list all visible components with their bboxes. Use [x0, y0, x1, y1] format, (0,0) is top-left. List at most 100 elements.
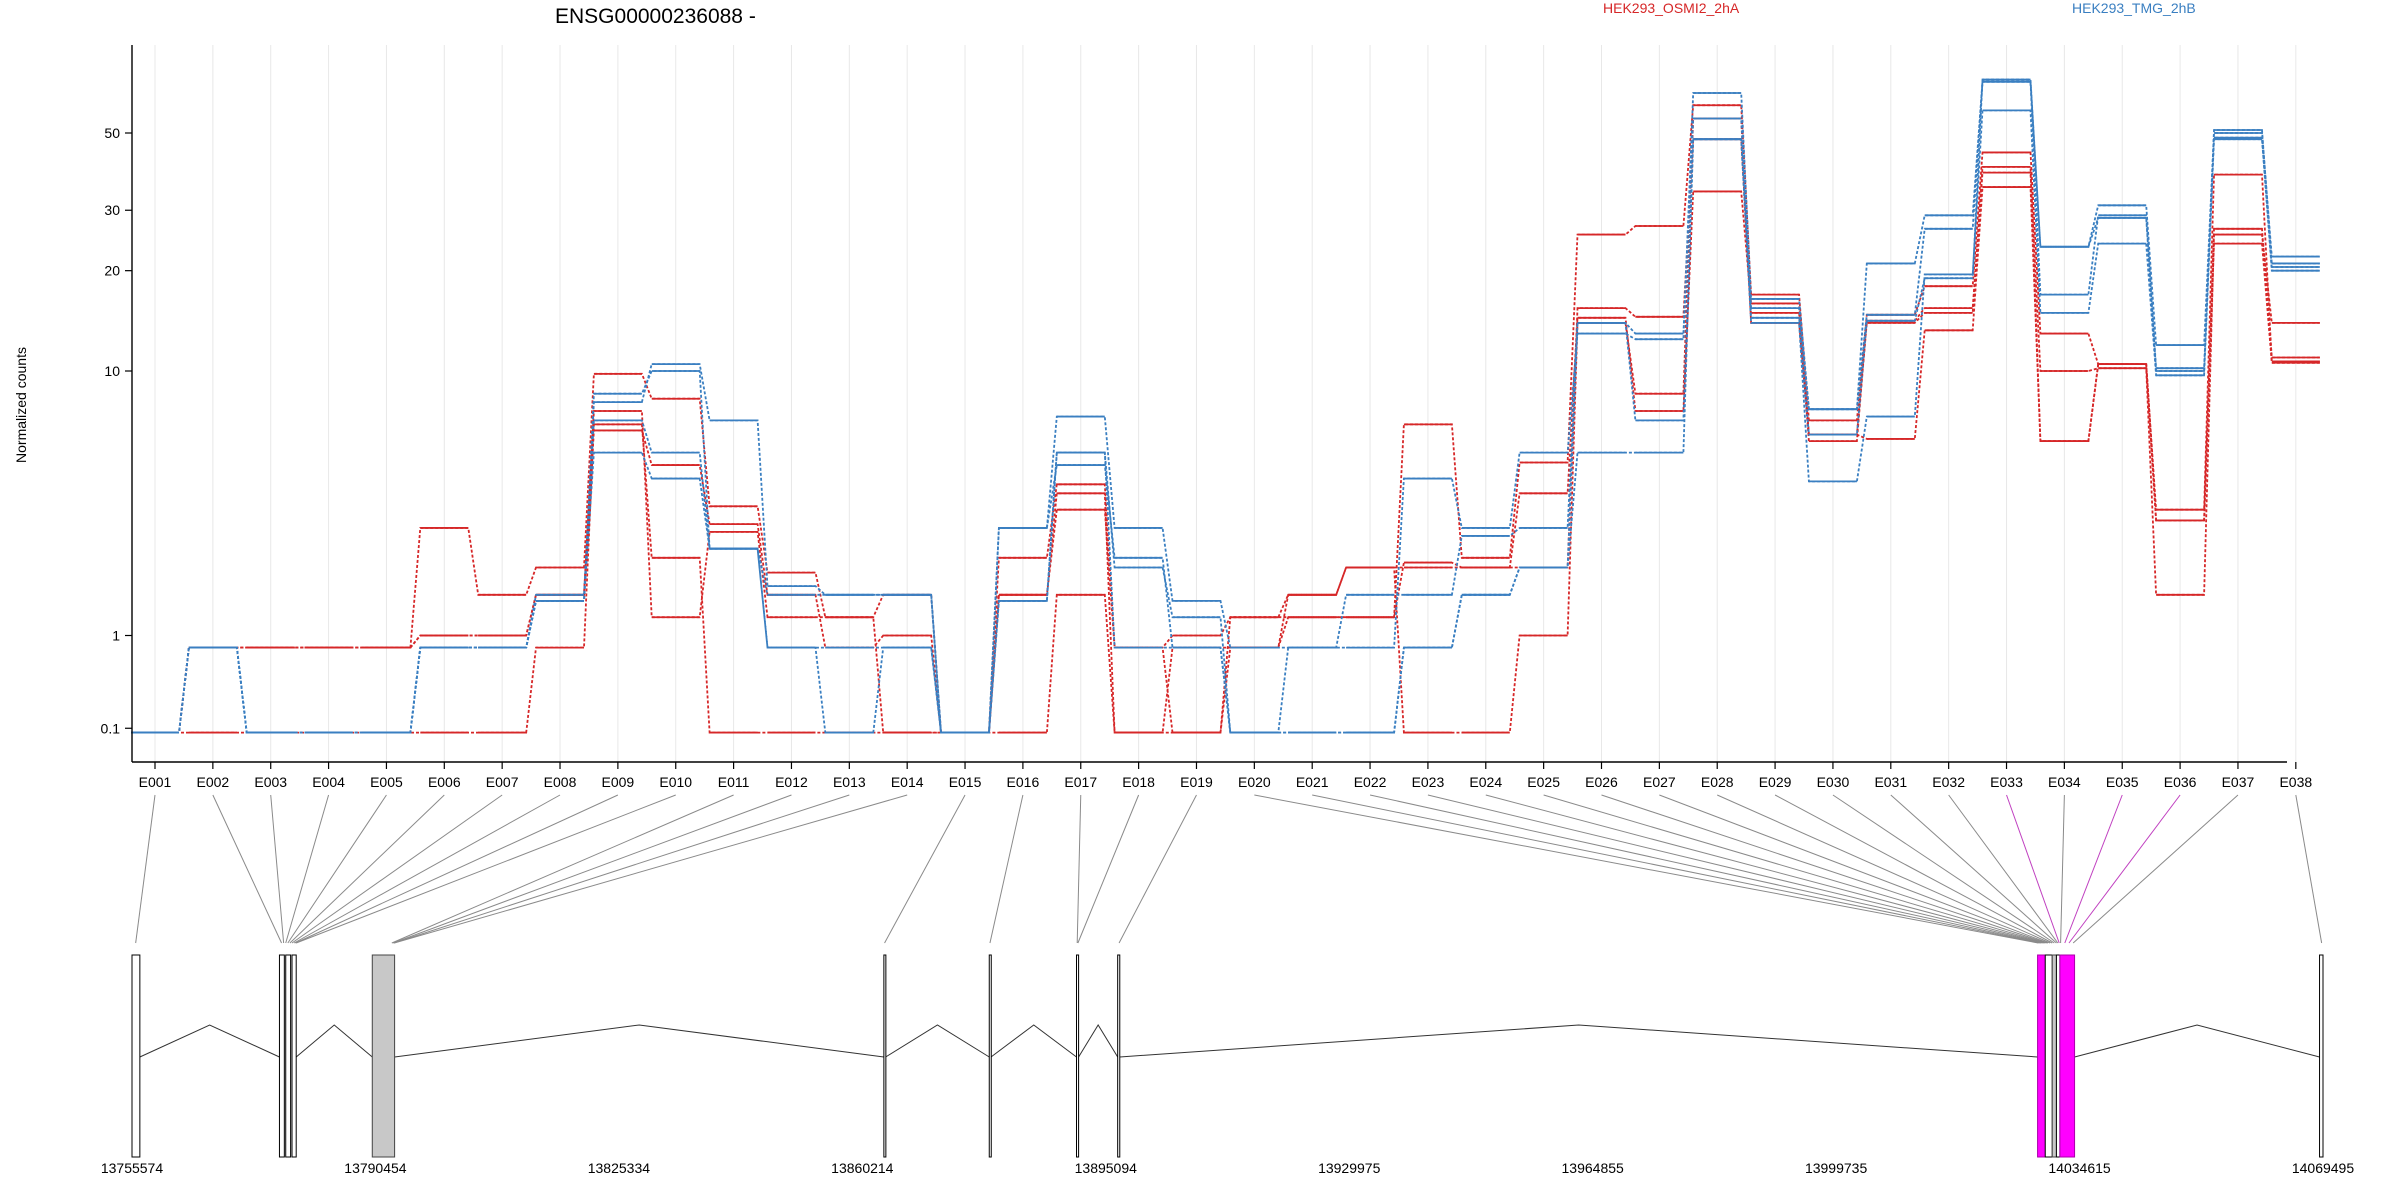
exon-block-10	[2037, 954, 2046, 1158]
x-tick-label-E021: E021	[1296, 774, 1329, 790]
x-tick-label-E003: E003	[254, 774, 287, 790]
connector-E014	[394, 794, 908, 944]
x-tick-label-E008: E008	[544, 774, 577, 790]
exon-block-15	[2319, 954, 2324, 1158]
connector-E034	[2060, 794, 2065, 944]
genome-tick-label: 14034615	[2048, 1160, 2111, 1176]
connector-E035	[2064, 794, 2123, 944]
x-tick-label-E006: E006	[428, 774, 461, 790]
x-tick-label-E022: E022	[1354, 774, 1387, 790]
x-tick-label-E011: E011	[718, 774, 750, 790]
x-tick-label-E004: E004	[312, 774, 345, 790]
y-tick-label: 10	[104, 363, 120, 379]
series-lines	[131, 78, 2320, 734]
exon-block-8	[1076, 954, 1080, 1158]
connector-E032	[1948, 794, 2059, 944]
series-line-osmi-2	[131, 117, 2320, 734]
x-tick-label-E010: E010	[659, 774, 692, 790]
exon-block-7	[988, 954, 992, 1158]
x-tick-label-E012: E012	[775, 774, 808, 790]
connector-E037	[2072, 794, 2239, 944]
exon-block-2	[278, 954, 285, 1158]
intron-2	[295, 1024, 373, 1058]
x-tick-label-E016: E016	[1007, 774, 1040, 790]
exon-block-13	[2055, 954, 2061, 1158]
genome-tick-label: 13825334	[588, 1160, 651, 1176]
x-tick-label-E007: E007	[486, 774, 519, 790]
x-tick-label-E031: E031	[1874, 774, 1907, 790]
connector-E025	[1543, 794, 2046, 944]
x-tick-label-E014: E014	[891, 774, 924, 790]
x-axis: E001 E002 E003 E004 E005 E006 E007 E008 E009 E010…	[132, 761, 2312, 790]
series-line-tmg-6	[131, 109, 2320, 734]
x-tick-label-E033: E033	[1990, 774, 2023, 790]
intron-4	[885, 1024, 990, 1058]
x-tick-label-E027: E027	[1643, 774, 1676, 790]
connector-E004	[285, 794, 330, 944]
connector-E018	[1077, 794, 1140, 944]
y-tick-label: 0.1	[101, 720, 121, 736]
connector-E033	[2006, 794, 2060, 944]
connector-E019	[1118, 794, 1197, 944]
exon-block-9	[1117, 954, 1121, 1158]
legend-entry-tmg: HEK293_TMG_2hB	[2072, 0, 2196, 16]
connector-E015	[884, 794, 966, 944]
connector-E028	[1717, 794, 2051, 944]
x-tick-label-E030: E030	[1817, 774, 1850, 790]
exon-block-3	[285, 954, 292, 1158]
y-axis: 0.1 1 10 20 30 50	[101, 45, 133, 762]
x-tick-label-E013: E013	[833, 774, 866, 790]
connector-E005	[287, 794, 387, 944]
y-tick-label: 20	[104, 263, 120, 279]
genome-tick-label: 13755574	[101, 1160, 164, 1176]
x-tick-label-E017: E017	[1064, 774, 1097, 790]
connector-E031	[1890, 794, 2057, 944]
x-tick-label-E037: E037	[2222, 774, 2255, 790]
connector-E030	[1832, 794, 2055, 944]
x-tick-label-E009: E009	[602, 774, 635, 790]
exon-block-14	[2059, 954, 2076, 1158]
x-tick-label-E028: E028	[1701, 774, 1734, 790]
connector-E012	[393, 794, 792, 944]
connector-E038	[2295, 794, 2323, 944]
exon-block-1	[131, 954, 141, 1158]
series-line-osmi-1	[131, 138, 2320, 734]
y-tick-label: 1	[112, 628, 120, 644]
genome-tick-label: 13999735	[1805, 1160, 1868, 1176]
connector-E007	[291, 794, 503, 944]
connector-E008	[293, 794, 561, 944]
x-tick-label-E001: E001	[139, 774, 172, 790]
connector-E009	[295, 794, 619, 944]
y-axis-label: Normalized counts	[13, 347, 29, 463]
vertical-grid	[154, 45, 2297, 762]
connector-E013	[393, 794, 850, 944]
connector-E020	[1254, 794, 2039, 944]
x-tick-label-E024: E024	[1469, 774, 1502, 790]
intron-5	[990, 1024, 1077, 1058]
x-tick-label-E018: E018	[1122, 774, 1155, 790]
x-tick-label-E038: E038	[2279, 774, 2312, 790]
connector-E027	[1659, 794, 2049, 944]
connector-E036	[2068, 794, 2181, 944]
exon-connectors	[135, 794, 2323, 944]
x-tick-label-E015: E015	[949, 774, 982, 790]
connector-E006	[289, 794, 445, 944]
intron-8	[2074, 1024, 2320, 1058]
genome-tick-label: 13860214	[831, 1160, 894, 1176]
connector-E010	[296, 794, 676, 944]
connector-E026	[1601, 794, 2047, 944]
x-tick-label-E029: E029	[1759, 774, 1792, 790]
intron-3	[394, 1024, 884, 1058]
connector-E021	[1312, 794, 2040, 944]
exon-block-11	[2044, 954, 2053, 1158]
connector-E016	[989, 794, 1024, 944]
genome-tick-label: 13790454	[344, 1160, 407, 1176]
x-tick-label-E032: E032	[1932, 774, 1965, 790]
connector-E024	[1485, 794, 2044, 944]
x-tick-label-E036: E036	[2164, 774, 2197, 790]
x-tick-label-E025: E025	[1527, 774, 1560, 790]
series-line-tmg-5	[131, 80, 2320, 734]
genome-tick-label: 13964855	[1562, 1160, 1625, 1176]
series-line-osmi-0	[131, 104, 2320, 734]
